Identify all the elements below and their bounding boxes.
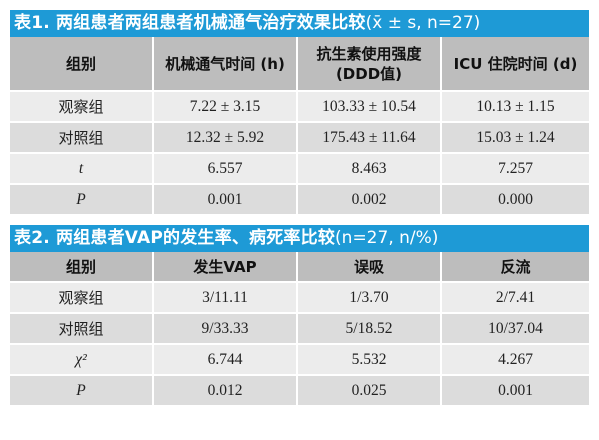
cell-value: 2/7.41 [441,282,589,313]
table-row: P 0.012 0.025 0.001 [10,375,589,406]
cell-value: 4.267 [441,344,589,375]
table-2-title: 表2. 两组患者VAP的发生率、病死率比较 [14,228,336,248]
row-label: 对照组 [10,313,154,344]
row-label: P [10,375,154,406]
cell-value: 12.32 ± 5.92 [153,122,298,153]
table-row: 对照组 9/33.33 5/18.52 10/37.04 [10,313,589,344]
cell-value: 0.025 [297,375,442,406]
table-1-title-params: (x̄ ± s, n=27) [365,13,481,33]
table-2-header-reflux: 反流 [441,252,589,282]
cell-value: 15.03 ± 1.24 [441,122,589,153]
cell-value: 6.744 [153,344,298,375]
cell-value: 0.000 [441,184,589,215]
table-2-header-row: 组别 发生VAP 误吸 反流 [10,252,589,282]
table-2: 表2. 两组患者VAP的发生率、病死率比较(n=27, n/%) 组别 发生VA… [10,225,589,407]
table-row: 观察组 3/11.11 1/3.70 2/7.41 [10,282,589,313]
table-2-header-group: 组别 [10,252,154,282]
table-1: 表1. 两组患者两组患者机械通气治疗效果比较(x̄ ± s, n=27) 组别 … [10,10,589,216]
row-label: 观察组 [10,282,154,313]
table-1-title-bar: 表1. 两组患者两组患者机械通气治疗效果比较(x̄ ± s, n=27) [10,10,589,37]
table-1-header-antibiotic-intensity: 抗生素使用强度 (DDD值) [297,37,442,91]
cell-value: 0.001 [153,184,298,215]
cell-value: 8.463 [297,153,442,184]
table-2-title-params: (n=27, n/%) [335,228,439,248]
table-row: χ² 6.744 5.532 4.267 [10,344,589,375]
table-row: P 0.001 0.002 0.000 [10,184,589,215]
table-1-title: 表1. 两组患者两组患者机械通气治疗效果比较 [14,13,366,33]
table-1-header-ventilation-time: 机械通气时间 (h) [153,37,298,91]
cell-value: 10.13 ± 1.15 [441,91,589,122]
table-1-header-icu-stay: ICU 住院时间 (d) [441,37,589,91]
cell-value: 5.532 [297,344,442,375]
cell-value: 0.012 [153,375,298,406]
row-label: t [10,153,154,184]
cell-value: 0.001 [441,375,589,406]
cell-value: 7.257 [441,153,589,184]
cell-value: 0.002 [297,184,442,215]
table-row: 对照组 12.32 ± 5.92 175.43 ± 11.64 15.03 ± … [10,122,589,153]
cell-value: 103.33 ± 10.54 [297,91,442,122]
table-row: 观察组 7.22 ± 3.15 103.33 ± 10.54 10.13 ± 1… [10,91,589,122]
cell-value: 3/11.11 [153,282,298,313]
table-1-header-group: 组别 [10,37,154,91]
cell-value: 7.22 ± 3.15 [153,91,298,122]
cell-value: 1/3.70 [297,282,442,313]
cell-value: 175.43 ± 11.64 [297,122,442,153]
table-2-title-bar: 表2. 两组患者VAP的发生率、病死率比较(n=27, n/%) [10,225,589,252]
cell-value: 9/33.33 [153,313,298,344]
table-2-grid: 组别 发生VAP 误吸 反流 观察组 3/11.11 1/3.70 2/7.41… [10,252,589,407]
document-page: 表1. 两组患者两组患者机械通气治疗效果比较(x̄ ± s, n=27) 组别 … [10,10,589,407]
row-label: P [10,184,154,215]
row-label: 观察组 [10,91,154,122]
row-label: χ² [10,344,154,375]
cell-value: 5/18.52 [297,313,442,344]
row-label: 对照组 [10,122,154,153]
table-2-header-vap: 发生VAP [153,252,298,282]
table-1-grid: 组别 机械通气时间 (h) 抗生素使用强度 (DDD值) ICU 住院时间 (d… [10,37,589,216]
table-1-header-row: 组别 机械通气时间 (h) 抗生素使用强度 (DDD值) ICU 住院时间 (d… [10,37,589,91]
table-row: t 6.557 8.463 7.257 [10,153,589,184]
cell-value: 6.557 [153,153,298,184]
table-2-header-aspiration: 误吸 [297,252,442,282]
cell-value: 10/37.04 [441,313,589,344]
